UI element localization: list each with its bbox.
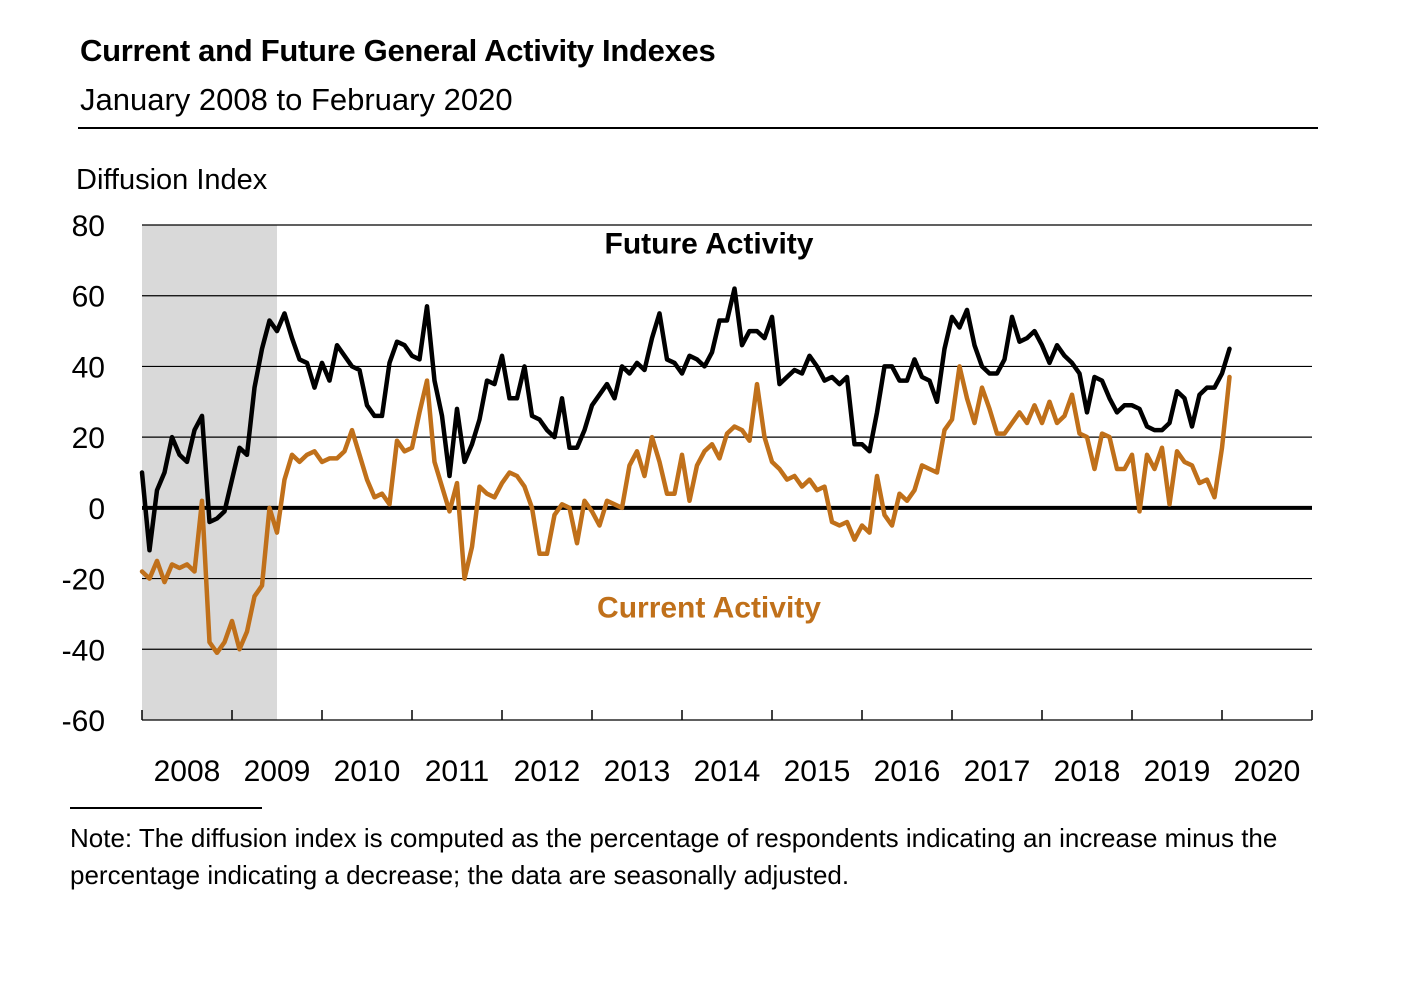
x-tick-label: 2010	[334, 755, 401, 788]
x-tick-label: 2012	[514, 755, 581, 788]
x-tick-label: 2015	[784, 755, 851, 788]
y-tick-label: 80	[72, 210, 105, 243]
chart-subtitle: January 2008 to February 2020	[80, 82, 513, 117]
x-tick-label: 2016	[874, 755, 941, 788]
y-tick-label: -20	[62, 564, 105, 597]
y-tick-label: -40	[62, 634, 105, 667]
title-divider	[78, 127, 1318, 129]
note-divider	[70, 807, 262, 809]
x-tick-label: 2011	[425, 755, 490, 788]
current-activity-label: Current Activity	[597, 591, 821, 624]
x-tick-label: 2014	[694, 755, 761, 788]
x-tick-label: 2013	[604, 755, 671, 788]
x-tick-label: 2017	[964, 755, 1031, 788]
future-activity-label: Future Activity	[605, 227, 814, 260]
y-tick-label: 40	[72, 351, 105, 384]
x-tick-label: 2009	[244, 755, 311, 788]
y-axis-label: Diffusion Index	[76, 164, 268, 196]
x-tick-label: 2018	[1054, 755, 1121, 788]
y-tick-label: 60	[72, 281, 105, 314]
y-tick-label: 0	[88, 493, 105, 526]
chart-title: Current and Future General Activity Inde…	[80, 33, 716, 68]
current-activity-line	[139, 364, 1232, 656]
x-tick-label: 2020	[1234, 755, 1301, 788]
footnote: Note: The diffusion index is computed as…	[70, 823, 1278, 890]
x-tick-label: 2008	[154, 755, 221, 788]
y-tick-label: -60	[62, 705, 105, 738]
y-tick-label: 20	[72, 422, 105, 455]
x-tick-label: 2019	[1144, 755, 1211, 788]
future-activity-line	[139, 286, 1232, 553]
